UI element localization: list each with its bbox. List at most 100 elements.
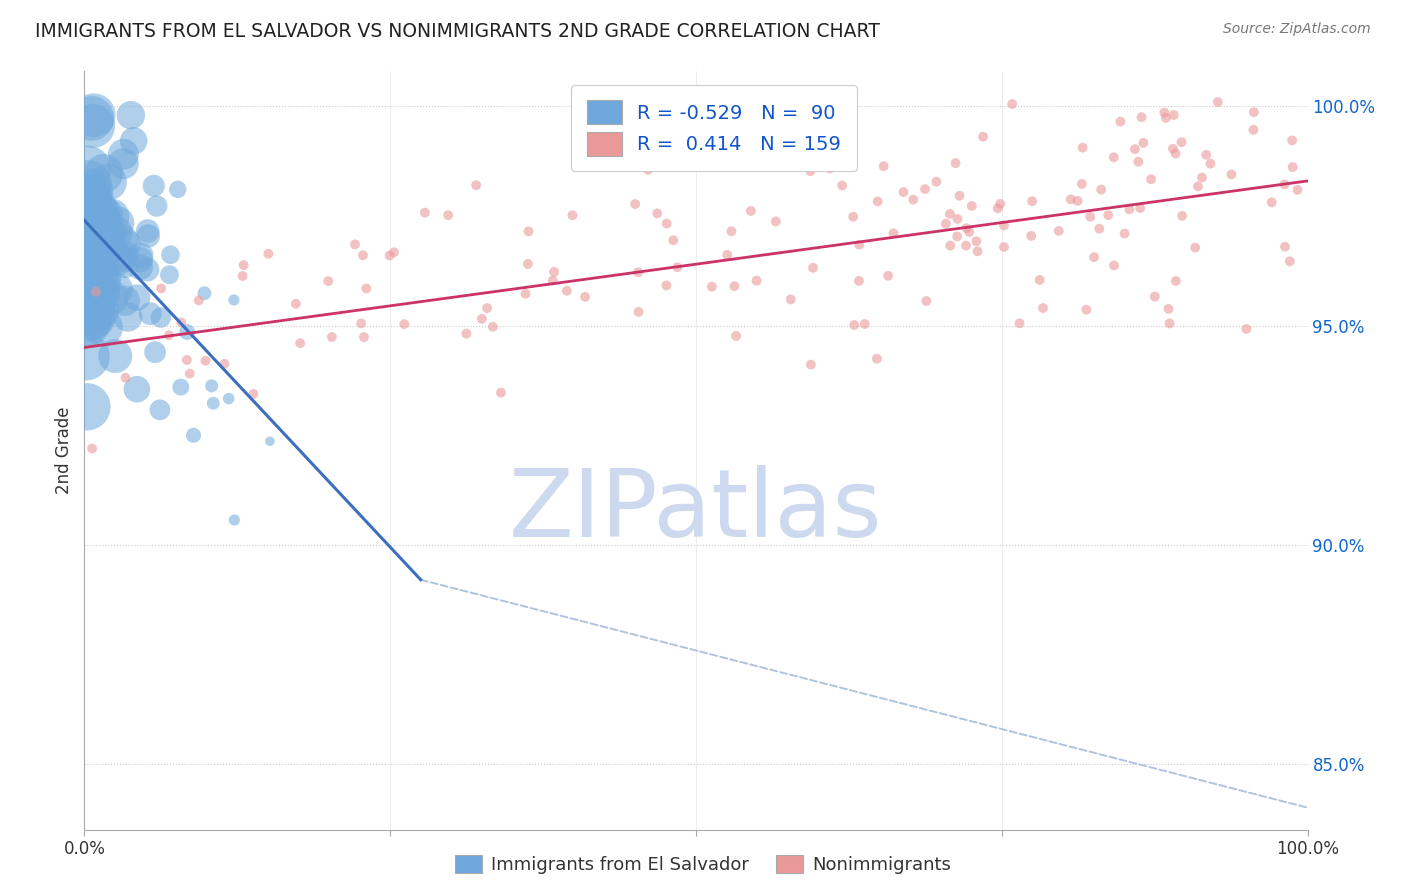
Point bbox=[103, 250, 125, 264]
Point bbox=[1199, 156, 1222, 170]
Point bbox=[1220, 168, 1243, 182]
Point bbox=[471, 311, 494, 326]
Point bbox=[114, 293, 136, 308]
Point bbox=[848, 237, 870, 252]
Point bbox=[77, 177, 100, 191]
Point bbox=[1071, 140, 1094, 154]
Point bbox=[93, 320, 115, 334]
Point bbox=[193, 286, 215, 301]
Point bbox=[1021, 194, 1043, 209]
Point bbox=[1234, 322, 1257, 336]
Point bbox=[1129, 201, 1152, 215]
Point bbox=[242, 387, 264, 401]
Point bbox=[80, 224, 103, 238]
Point bbox=[853, 317, 876, 331]
Point bbox=[214, 357, 236, 371]
Point bbox=[716, 248, 738, 262]
Point bbox=[740, 203, 762, 218]
Point bbox=[129, 252, 152, 267]
Point bbox=[194, 353, 217, 368]
Point bbox=[1097, 208, 1119, 222]
Point bbox=[356, 281, 378, 295]
Point bbox=[136, 228, 159, 243]
Point bbox=[80, 184, 103, 198]
Point bbox=[150, 281, 173, 295]
Point bbox=[1060, 192, 1083, 206]
Point bbox=[1159, 317, 1181, 331]
Point bbox=[125, 382, 148, 396]
Point bbox=[94, 228, 117, 243]
Point bbox=[76, 400, 98, 414]
Point bbox=[82, 259, 104, 273]
Point bbox=[82, 304, 104, 318]
Point bbox=[988, 197, 1011, 211]
Point bbox=[93, 166, 115, 180]
Point bbox=[866, 351, 889, 366]
Point bbox=[107, 252, 129, 266]
Point bbox=[179, 367, 201, 381]
Point bbox=[159, 248, 181, 262]
Point bbox=[1153, 105, 1175, 120]
Point bbox=[1164, 146, 1187, 161]
Point bbox=[378, 248, 401, 262]
Point bbox=[100, 210, 122, 224]
Point bbox=[143, 345, 166, 359]
Point bbox=[1274, 178, 1296, 192]
Point bbox=[1102, 150, 1125, 164]
Point bbox=[779, 293, 801, 307]
Point bbox=[475, 301, 498, 315]
Point bbox=[541, 274, 564, 288]
Point bbox=[1078, 210, 1101, 224]
Point bbox=[1143, 289, 1166, 303]
Point bbox=[89, 244, 111, 258]
Point bbox=[801, 152, 824, 166]
Point bbox=[1088, 221, 1111, 235]
Point bbox=[1109, 114, 1132, 128]
Point bbox=[176, 353, 198, 368]
Point bbox=[76, 162, 98, 177]
Point bbox=[232, 258, 254, 272]
Point bbox=[666, 260, 689, 275]
Point bbox=[842, 210, 865, 224]
Point bbox=[352, 248, 374, 262]
Point bbox=[946, 211, 969, 226]
Point bbox=[734, 145, 756, 159]
Point bbox=[176, 325, 198, 339]
Point bbox=[157, 328, 180, 343]
Point bbox=[112, 156, 135, 170]
Point bbox=[1032, 301, 1054, 315]
Point bbox=[284, 297, 307, 311]
Point bbox=[104, 349, 127, 363]
Point bbox=[946, 229, 969, 244]
Legend: Immigrants from El Salvador, Nonimmigrants: Immigrants from El Salvador, Nonimmigran… bbox=[446, 846, 960, 883]
Point bbox=[75, 285, 97, 299]
Text: ZIPatlas: ZIPatlas bbox=[509, 465, 883, 558]
Point bbox=[800, 358, 823, 372]
Point bbox=[89, 278, 111, 293]
Point bbox=[187, 293, 209, 308]
Point bbox=[89, 286, 111, 301]
Point bbox=[1286, 183, 1309, 197]
Point bbox=[77, 190, 100, 204]
Point bbox=[149, 402, 172, 417]
Point bbox=[107, 216, 129, 230]
Point bbox=[1001, 97, 1024, 112]
Point bbox=[353, 330, 375, 344]
Point bbox=[1187, 179, 1209, 194]
Point bbox=[877, 268, 900, 283]
Point bbox=[818, 161, 841, 176]
Point bbox=[117, 310, 139, 324]
Point bbox=[960, 199, 983, 213]
Point bbox=[145, 199, 167, 213]
Point bbox=[1261, 195, 1284, 210]
Point bbox=[1281, 160, 1303, 174]
Point bbox=[1140, 172, 1163, 186]
Point bbox=[87, 263, 110, 277]
Point bbox=[288, 336, 311, 351]
Point bbox=[437, 208, 460, 222]
Point bbox=[79, 311, 101, 326]
Point bbox=[993, 240, 1015, 254]
Point bbox=[83, 108, 105, 122]
Point bbox=[75, 197, 97, 211]
Point bbox=[801, 260, 824, 275]
